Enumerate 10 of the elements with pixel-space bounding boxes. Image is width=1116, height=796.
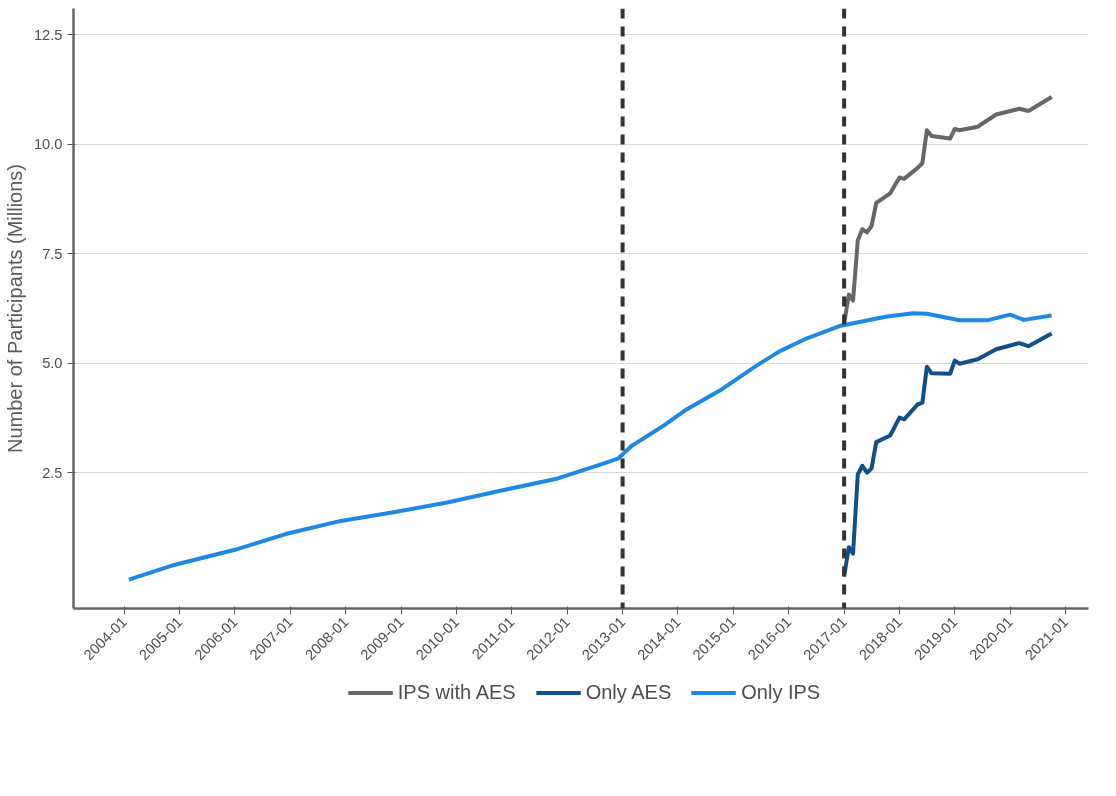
y-tick-label: 7.5 (42, 245, 63, 262)
legend-label: IPS with AES (397, 680, 516, 704)
legend-label: Only AES (585, 680, 672, 704)
legend-label: Only IPS (741, 680, 821, 704)
y-tick-label: 12.5 (33, 26, 63, 43)
y-tick-label: 2.5 (42, 464, 63, 481)
line-series (126, 311, 1054, 582)
y-tick-label: 5.0 (42, 355, 63, 372)
y-axis-title: Number of Participants (Millions) (3, 164, 26, 453)
y-tick-label: 10.0 (33, 136, 63, 153)
